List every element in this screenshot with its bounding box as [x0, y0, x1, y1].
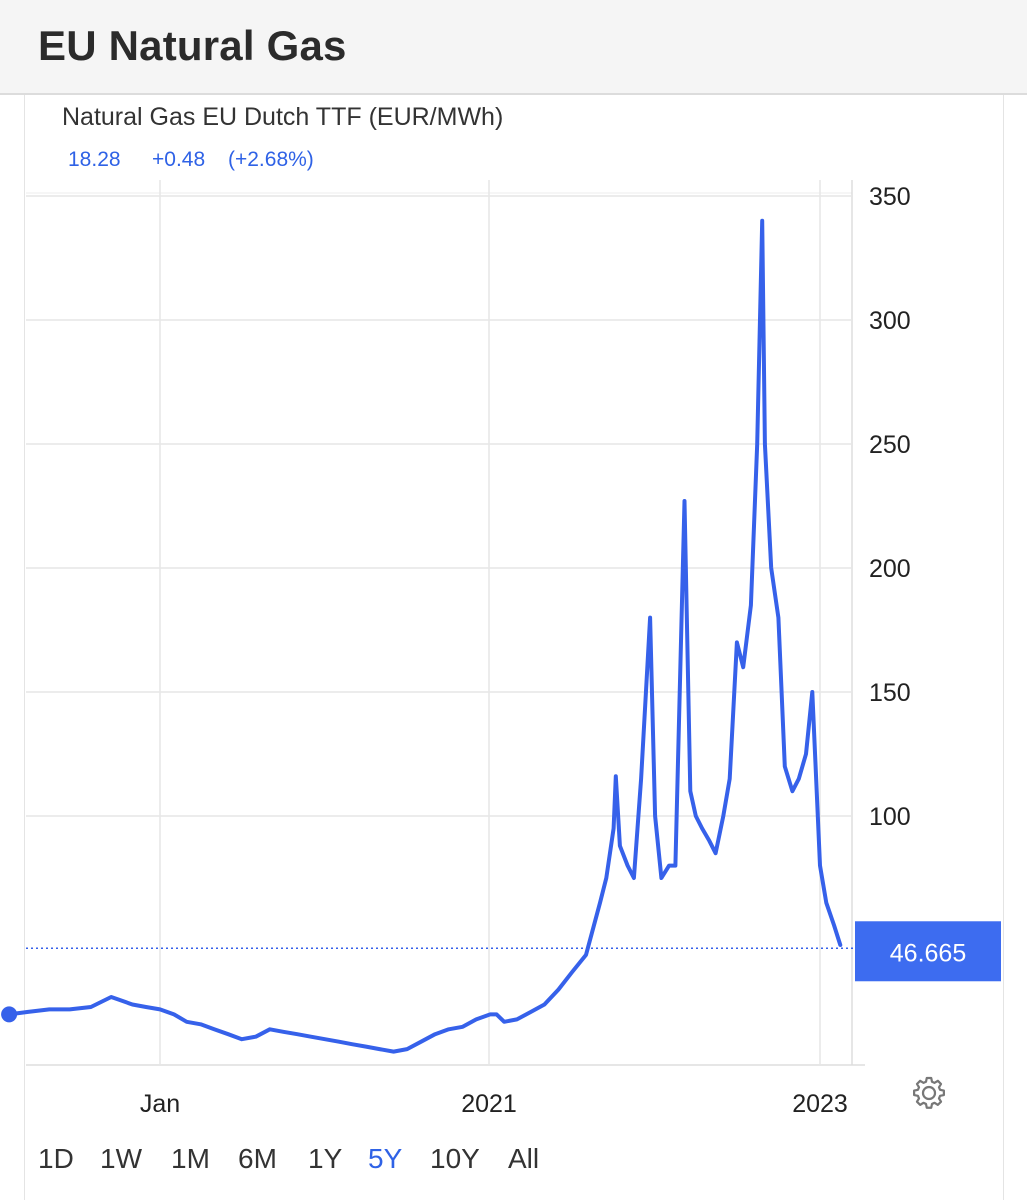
panel-border-right	[1003, 95, 1004, 1200]
x-tick-label: 2023	[792, 1090, 848, 1118]
x-tick-label: 2021	[461, 1090, 517, 1118]
y-tick-label: 350	[869, 183, 911, 211]
price-change-percent: (+2.68%)	[228, 148, 314, 171]
range-button-6m[interactable]: 6M	[238, 1143, 277, 1174]
y-tick-label: 300	[869, 307, 911, 335]
x-tick-label: Jan	[140, 1090, 180, 1118]
range-button-1m[interactable]: 1M	[171, 1143, 210, 1174]
price-value: 18.28	[68, 148, 121, 171]
last-value-label: 46.665	[890, 939, 966, 967]
y-tick-label: 100	[869, 803, 911, 831]
price-series-line	[7, 218, 843, 1054]
range-button-10y[interactable]: 10Y	[430, 1143, 480, 1174]
page-header: EU Natural Gas	[0, 0, 1027, 95]
y-tick-label: 150	[869, 679, 911, 707]
page-title: EU Natural Gas	[38, 22, 347, 69]
y-tick-label: 200	[869, 555, 911, 583]
range-button-1y[interactable]: 1Y	[308, 1143, 343, 1174]
range-button-1w[interactable]: 1W	[100, 1143, 142, 1174]
gear-icon[interactable]	[910, 1074, 948, 1112]
range-button-5y[interactable]: 5Y	[368, 1143, 403, 1174]
range-button-all[interactable]: All	[508, 1143, 540, 1174]
range-button-1d[interactable]: 1D	[38, 1143, 74, 1174]
price-change: +0.48	[152, 148, 206, 171]
series-title: Natural Gas EU Dutch TTF (EUR/MWh)	[62, 103, 504, 131]
y-tick-label: 250	[869, 431, 911, 459]
panel-border-left	[24, 95, 25, 1200]
series-start-marker	[1, 1006, 18, 1023]
last-value-badge	[855, 921, 1001, 982]
